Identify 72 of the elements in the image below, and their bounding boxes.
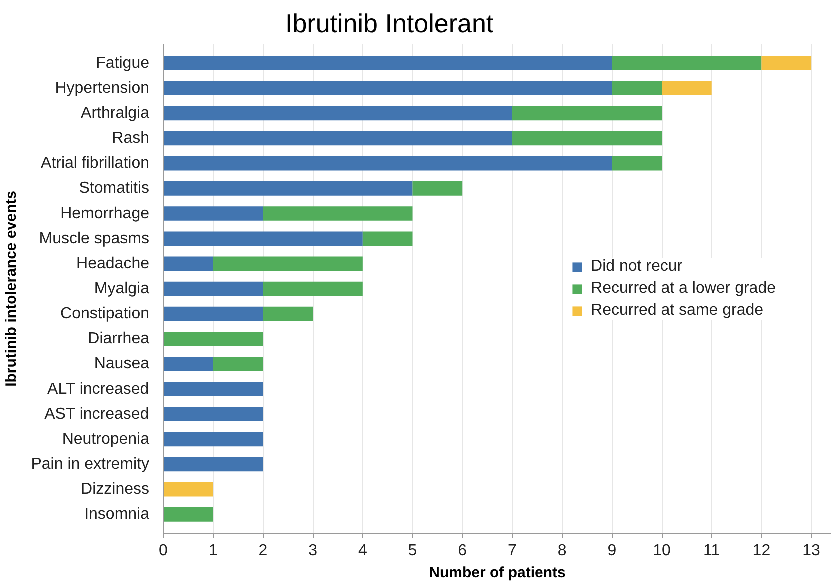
y-tick-label: Atrial fibrillation [41,155,150,172]
bar [164,56,612,70]
x-tick-label: 8 [558,542,567,560]
bar [164,332,264,346]
y-tick-label: Arthralgia [81,104,150,122]
legend-label: Recurred at a lower grade [591,280,776,298]
bar [362,232,413,246]
bar [164,282,264,296]
x-tick-label: 6 [458,542,468,560]
y-tick-label: Headache [76,255,150,272]
y-tick-label: ALT increased [48,380,150,398]
bar [263,282,363,296]
bar [164,206,264,221]
y-tick-label: Constipation [60,306,150,323]
y-tick-label: Pain in extremity [31,456,150,474]
bar [762,56,812,70]
bar [164,382,264,396]
y-tick-label: Insomnia [84,506,150,524]
chart-title: Ibrutinib Intolerant [286,8,494,38]
y-tick-label: Fatigue [96,54,150,72]
bar [263,306,314,322]
x-tick-label: 0 [159,542,168,560]
bar [164,232,363,246]
y-tick-label: Nausea [94,356,150,373]
bar [612,56,762,70]
x-tick-label: 5 [408,542,418,560]
y-tick-label: Stomatitis [79,180,150,198]
bar [164,432,264,447]
bar [164,256,214,272]
bar [164,357,214,372]
bar [412,182,463,196]
x-tick-label: 11 [704,542,720,560]
y-tick-label: Myalgia [94,280,150,298]
y-tick-label: Neutropenia [62,430,150,448]
x-tick-label: 2 [258,542,268,560]
bar [164,457,264,472]
bar [662,81,712,96]
bar [612,156,662,171]
legend-label: Recurred at same grade [591,302,764,320]
x-axis-title: Number of patients [429,564,566,582]
bar [164,81,612,96]
x-tick-label: 9 [608,542,617,560]
bar [164,508,214,522]
y-tick-label: Muscle spasms [39,230,150,248]
bar [164,482,214,497]
y-tick-label: Hemorrhage [60,205,150,222]
x-tick-label: 13 [802,542,821,560]
y-tick-label: Diarrhea [88,330,150,348]
bar [213,357,264,372]
bar [512,106,662,121]
bar [213,256,363,272]
x-tick-label: 1 [208,542,218,560]
y-tick-label: Rash [112,130,150,148]
bar [164,306,264,322]
bar [612,81,662,96]
bar [164,182,413,196]
x-tick-label: 10 [653,542,672,560]
y-tick-label: Dizziness [81,481,150,498]
bar [164,131,512,146]
bar [164,106,512,121]
y-tick-label: AST increased [44,406,150,423]
y-tick-label: Hypertension [55,80,150,97]
x-tick-label: 3 [308,542,318,560]
bar [263,206,413,221]
x-tick-label: 4 [358,542,368,560]
bar [164,407,264,422]
bar [164,156,612,171]
y-axis-title: Ibrutinib intolerance events [3,191,20,387]
x-tick-label: 7 [508,542,518,560]
legend-label: Did not recur [591,258,683,276]
x-tick-label: 12 [752,542,771,560]
bar [512,131,662,146]
